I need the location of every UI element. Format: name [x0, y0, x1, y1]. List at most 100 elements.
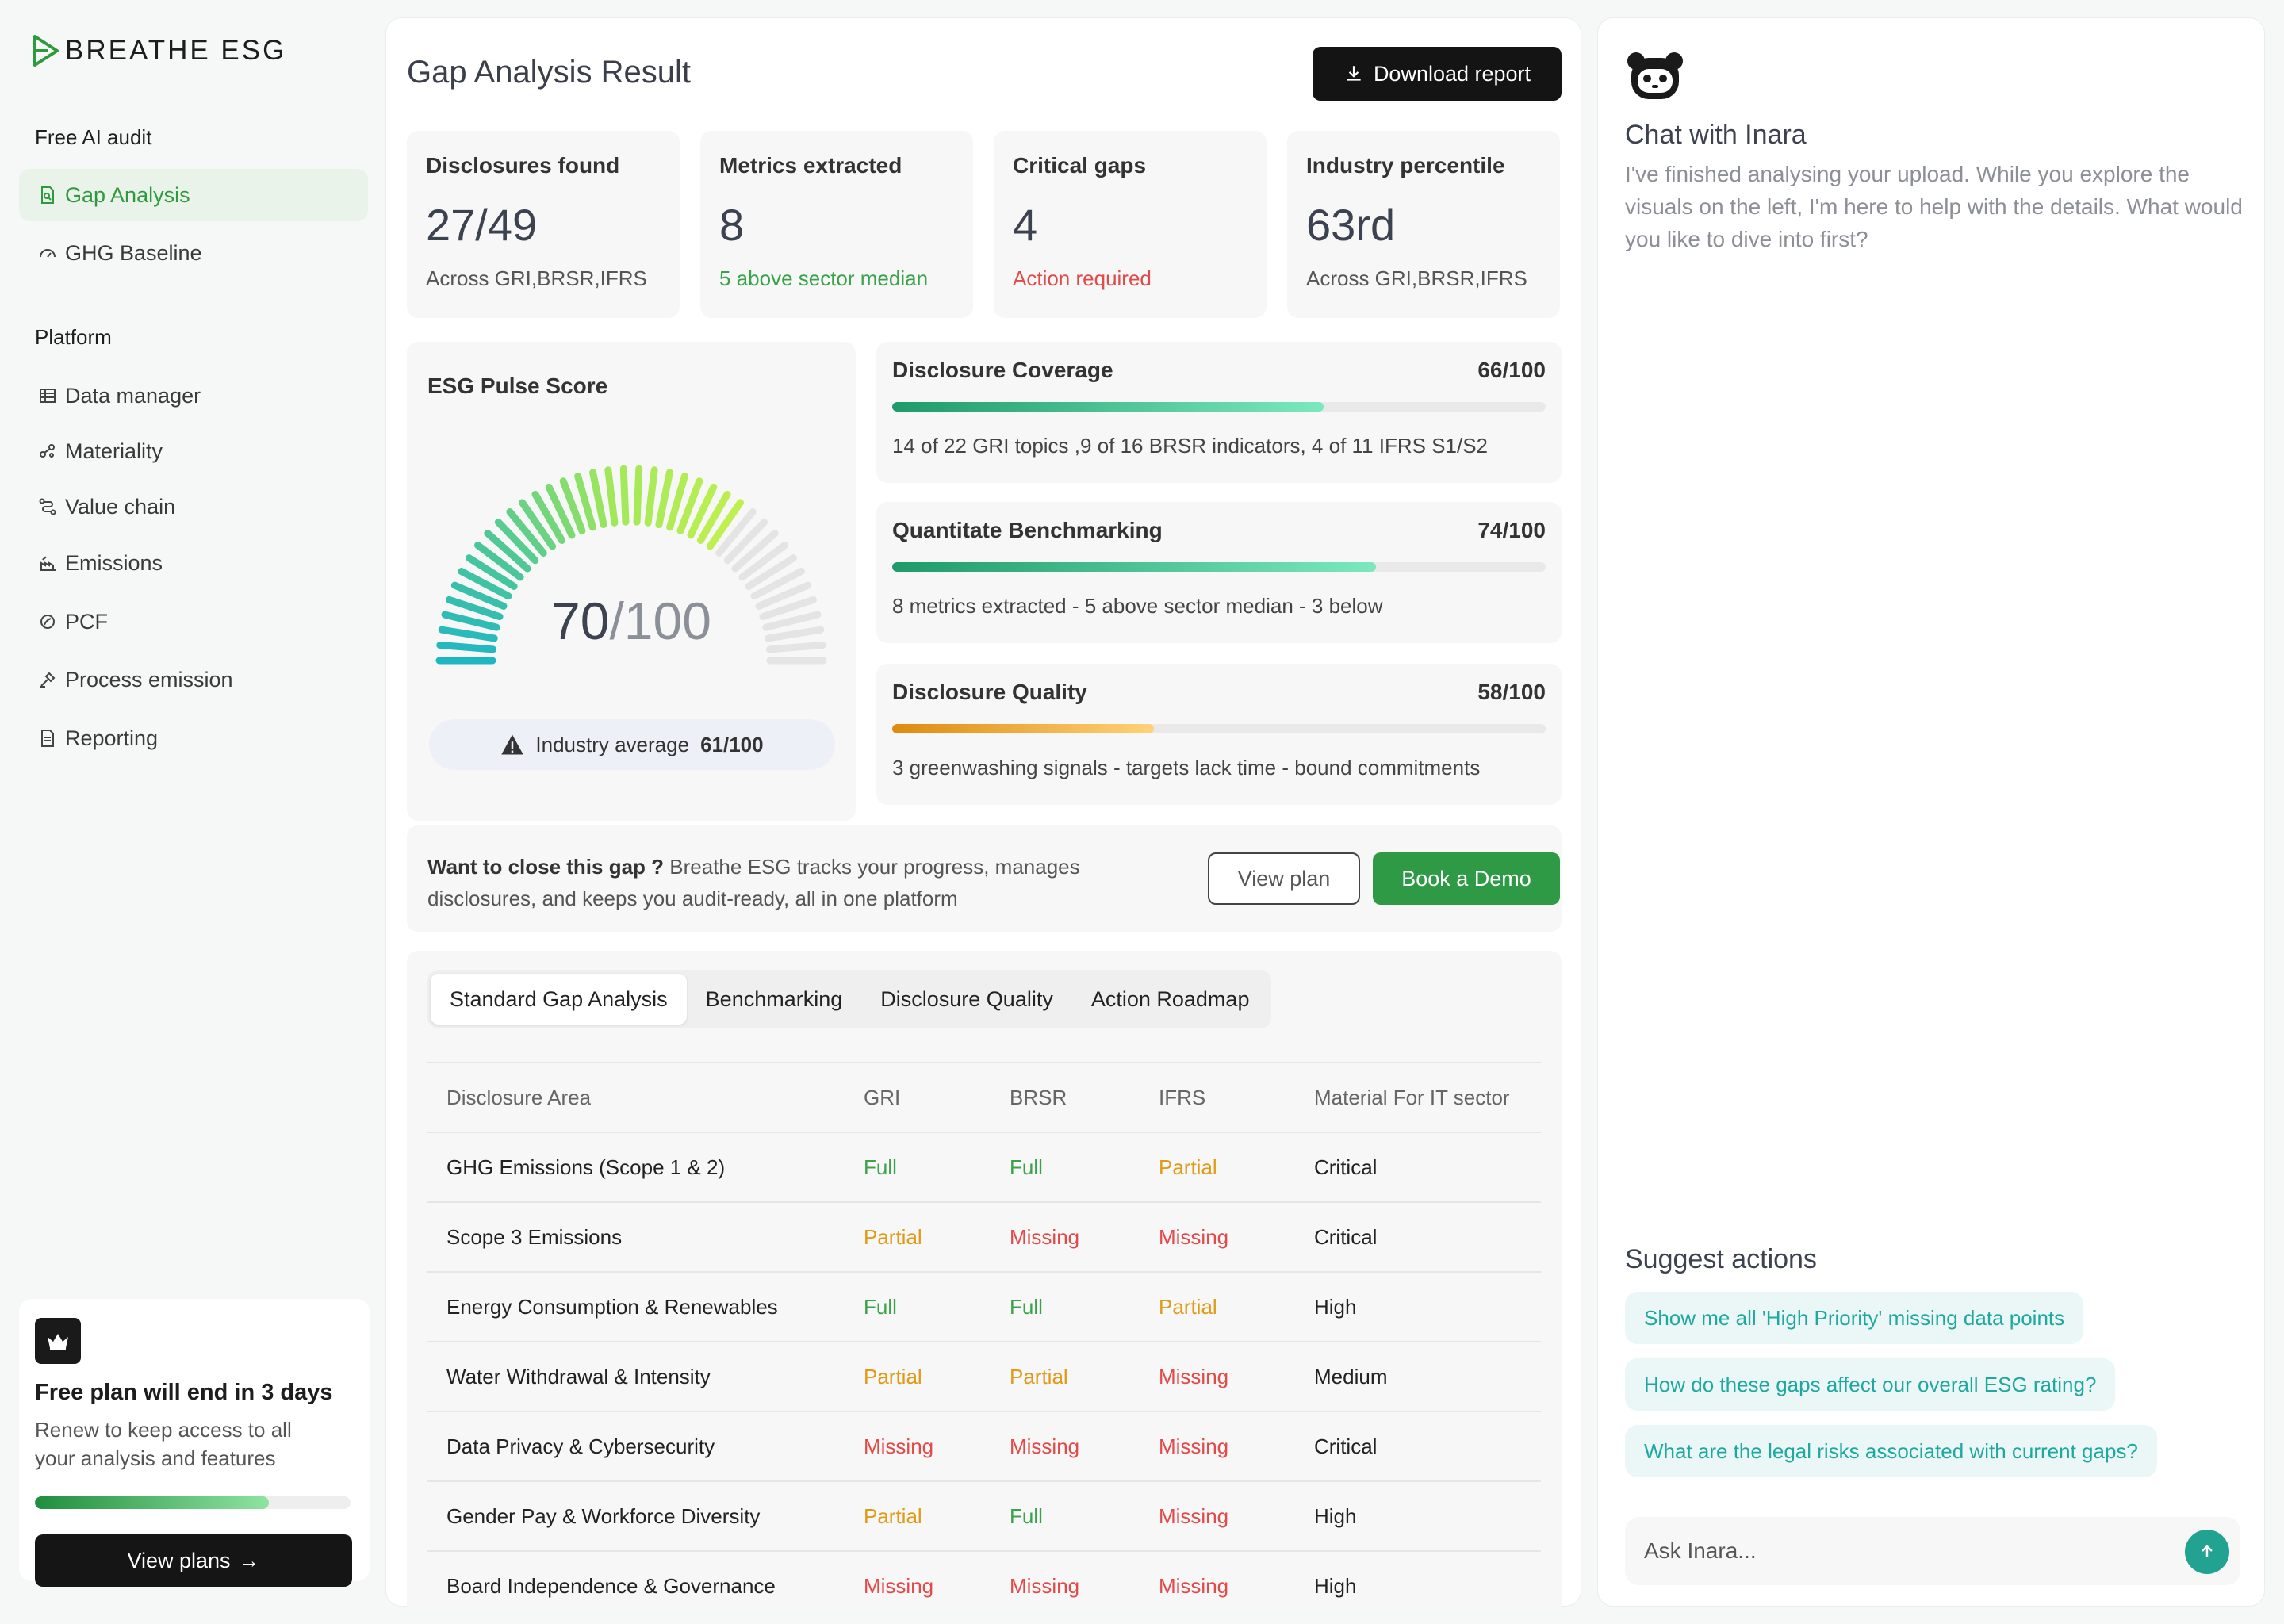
gauge-tick [755, 581, 812, 610]
gauge-tick [676, 477, 703, 534]
chat-title: Chat with Inara [1625, 120, 1807, 150]
sidebar-item-emissions[interactable]: Emissions [19, 537, 368, 589]
cell-ifrs-status: Partial [1140, 1271, 1295, 1342]
view-plans-button[interactable]: View plans → [35, 1534, 352, 1587]
tab-standard-gap-analysis[interactable]: Standard Gap Analysis [431, 974, 687, 1025]
cell-materiality: High [1295, 1550, 1541, 1609]
suggestion-chip[interactable]: How do these gaps affect our overall ESG… [1625, 1358, 2116, 1411]
stat-value: 63rd [1306, 200, 1396, 250]
download-report-button[interactable]: Download report [1313, 47, 1562, 101]
gauge-tick [436, 642, 497, 653]
table-icon [40, 389, 56, 403]
gauge-icon [40, 249, 56, 258]
cell-ifrs-status: Partial [1140, 1132, 1295, 1202]
gauge-tick [759, 596, 818, 621]
cell-gri-status: Partial [845, 1201, 991, 1272]
table-row: Gender Pay & Workforce Diversity Partial… [427, 1480, 1541, 1551]
book-demo-button[interactable]: Book a Demo [1373, 852, 1560, 905]
gauge-tick [604, 466, 619, 527]
metric-description: 3 greenwashing signals - targets lack ti… [892, 756, 1481, 779]
cell-ifrs-status: Missing [1140, 1341, 1295, 1411]
sidebar-item-reporting[interactable]: Reporting [19, 712, 368, 764]
sidebar-item-pcf[interactable]: PCF [19, 596, 368, 648]
metric-card-disclosure-coverage: Disclosure Coverage 66/100 14 of 22 GRI t… [876, 342, 1562, 483]
gauge-tick [765, 642, 826, 653]
pulse-title: ESG Pulse Score [427, 373, 608, 398]
tab-disclosure-quality[interactable]: Disclosure Quality [880, 986, 1053, 1011]
suggest-actions-title: Suggest actions [1625, 1244, 1817, 1274]
sidebar-item-label: Value chain [65, 494, 176, 519]
cell-materiality: High [1295, 1271, 1541, 1342]
cell-disclosure-area: Data Privacy & Cybersecurity [427, 1411, 845, 1481]
gauge-tick [484, 530, 531, 573]
cta-lead: Want to close this gap ? [427, 855, 665, 879]
tab-action-roadmap[interactable]: Action Roadmap [1090, 986, 1250, 1011]
metric-title: Quantitate Benchmarking [892, 518, 1163, 542]
cell-disclosure-area: Scope 3 Emissions [427, 1201, 845, 1272]
gauge-tick [655, 469, 673, 529]
cell-gri-status: Full [845, 1132, 991, 1202]
metric-progress-fill [892, 402, 1324, 412]
column-header-brsr: BRSR [991, 1062, 1140, 1132]
sidebar-item-label: GHG Baseline [65, 240, 202, 265]
pulse-gauge [435, 465, 827, 665]
brand-logo[interactable]: BREATHE ESG [32, 32, 286, 70]
gauge-tick [765, 626, 825, 642]
download-icon [1347, 66, 1361, 81]
table-row: Water Withdrawal & Intensity Partial Par… [427, 1341, 1541, 1411]
close-gap-cta: Want to close this gap ? Breathe ESG tra… [407, 825, 1562, 932]
free-plan-card: Free plan will end in 3 days Renew to ke… [19, 1299, 370, 1587]
cell-brsr-status: Full [991, 1480, 1140, 1551]
metric-score: 58/100 [1477, 680, 1546, 704]
gauge-tick [438, 626, 498, 642]
cell-ifrs-status: Missing [1140, 1480, 1295, 1551]
table-row: GHG Emissions (Scope 1 & 2) Full Full Pa… [427, 1132, 1541, 1202]
route-icon [39, 498, 56, 515]
metric-progress-bar [892, 402, 1546, 412]
stat-label: Critical gaps [1013, 153, 1147, 178]
gauge-tick [731, 530, 779, 573]
sidebar-item-materiality[interactable]: Materiality [19, 425, 368, 477]
suggestion-chip[interactable]: What are the legal risks associated with… [1625, 1425, 2157, 1477]
sidebar-item-value-chain[interactable]: Value chain [19, 481, 368, 533]
table-header-row: Disclosure Area GRI BRSR IFRS Material F… [427, 1062, 1541, 1132]
download-report-label: Download report [1373, 61, 1531, 86]
gauge-tick [559, 477, 586, 534]
sidebar-section-audit: Free AI audit [35, 125, 152, 149]
tab-benchmarking[interactable]: Benchmarking [705, 986, 843, 1011]
cell-brsr-status: Partial [991, 1341, 1140, 1411]
cell-brsr-status: Missing [991, 1411, 1140, 1481]
cell-materiality: Medium [1295, 1341, 1541, 1411]
gap-analysis-table-card: Standard Gap Analysis Benchmarking Discl… [407, 951, 1562, 1609]
sidebar-item-gap-analysis[interactable]: Gap Analysis [19, 169, 368, 221]
cell-materiality: High [1295, 1480, 1541, 1551]
stat-value: 8 [719, 200, 745, 250]
gauge-tick [574, 473, 596, 531]
send-button[interactable] [2185, 1530, 2229, 1574]
sidebar-item-data-manager[interactable]: Data manager [19, 370, 368, 422]
chat-input[interactable] [1644, 1517, 2152, 1585]
metric-description: 14 of 22 GRI topics ,9 of 16 BRSR indica… [892, 434, 1489, 458]
gauge-tick [750, 568, 805, 600]
sidebar-item-process-emission[interactable]: Process emission [19, 653, 368, 706]
view-plan-button[interactable]: View plan [1208, 852, 1360, 905]
stat-value: 27/49 [426, 200, 538, 250]
cell-brsr-status: Full [991, 1132, 1140, 1202]
gauge-tick [441, 611, 500, 631]
metric-score: 66/100 [1477, 358, 1546, 382]
cell-disclosure-area: Water Withdrawal & Intensity [427, 1341, 845, 1411]
stat-sub: 5 above sector median [719, 266, 929, 290]
pulse-score-max: /100 [609, 592, 711, 650]
cell-disclosure-area: GHG Emissions (Scope 1 & 2) [427, 1132, 845, 1202]
sidebar-item-ghg-baseline[interactable]: GHG Baseline [19, 227, 368, 279]
cta-text: Want to close this gap ? Breathe ESG tra… [427, 851, 1141, 914]
cell-materiality: Critical [1295, 1132, 1541, 1202]
gauge-tick [465, 554, 518, 590]
table-row: Board Independence & Governance Missing … [427, 1550, 1541, 1609]
arrow-right-icon: → [238, 1548, 260, 1572]
sidebar-item-label: Data manager [65, 383, 201, 408]
cell-disclosure-area: Gender Pay & Workforce Diversity [427, 1480, 845, 1551]
inara-avatar [1625, 50, 1685, 106]
cell-gri-status: Partial [845, 1341, 991, 1411]
suggestion-chip[interactable]: Show me all 'High Priority' missing data… [1625, 1292, 2084, 1344]
